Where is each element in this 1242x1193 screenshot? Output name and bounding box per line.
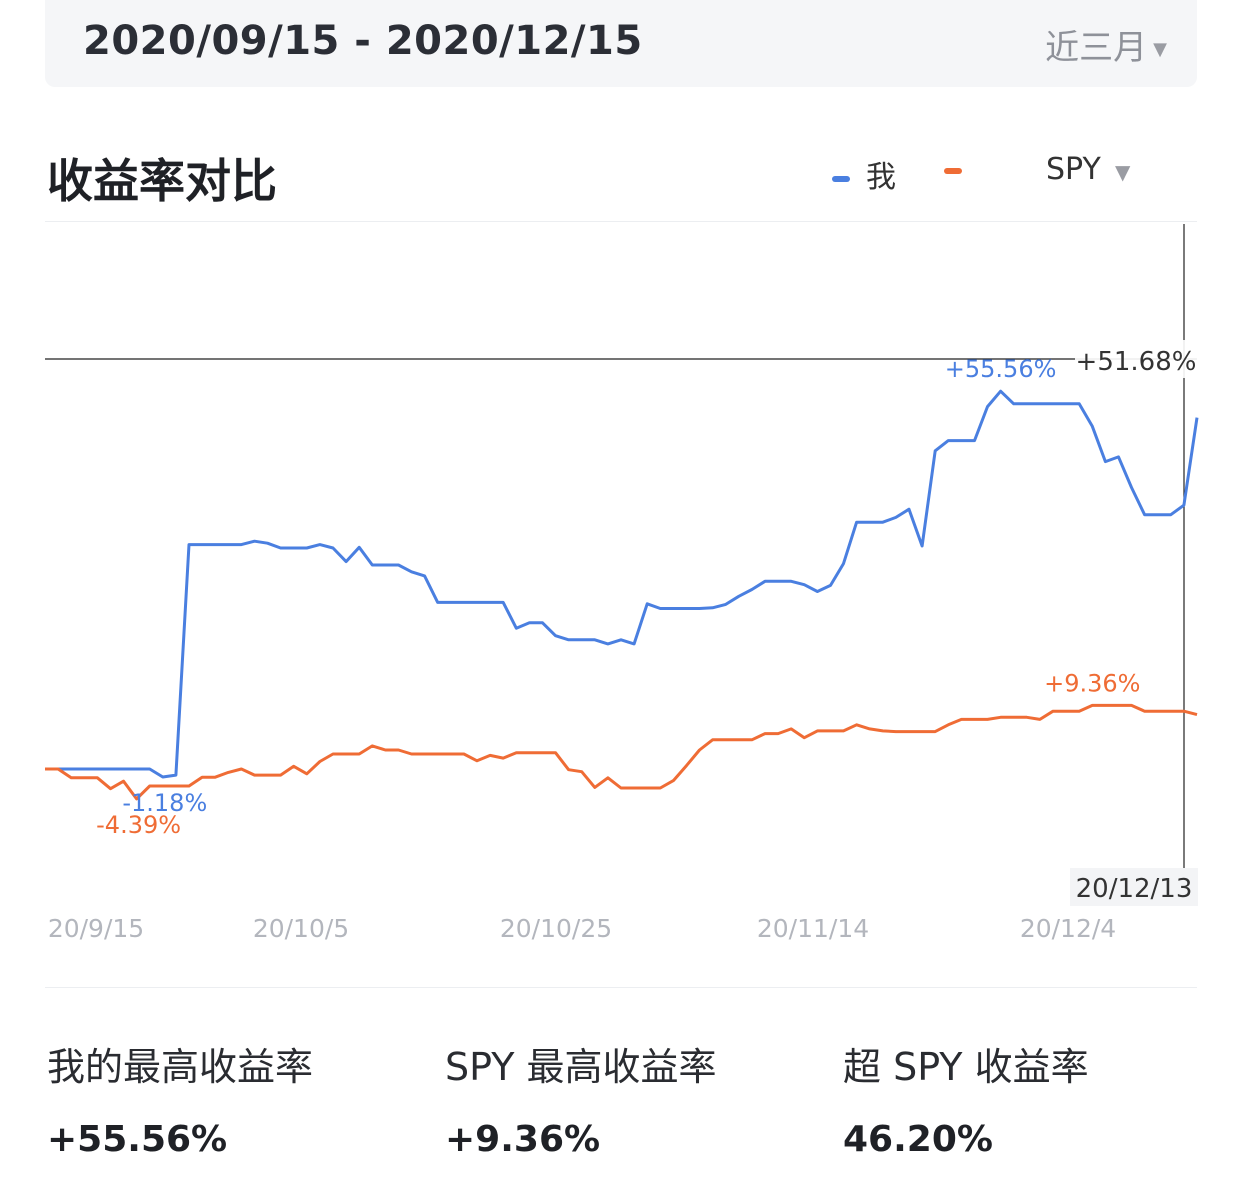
date-range-bar[interactable]: 2020/09/15 - 2020/12/15 近三月 ▼ bbox=[45, 0, 1197, 87]
annotation-label: +9.36% bbox=[1044, 669, 1140, 697]
date-range-text: 2020/09/15 - 2020/12/15 bbox=[83, 18, 643, 64]
annotation-label: -1.18% bbox=[122, 789, 207, 817]
legend-label-me: 我 bbox=[866, 160, 896, 195]
series-layer bbox=[45, 389, 1199, 801]
x-tick-label: 20/12/4 bbox=[1020, 914, 1116, 943]
stat-excess-return: 超 SPY 收益率 46.20% bbox=[843, 1036, 1089, 1160]
series-line-me bbox=[45, 389, 1199, 779]
stat-label: 超 SPY 收益率 bbox=[843, 1045, 1089, 1089]
stat-value: +9.36% bbox=[445, 1119, 601, 1160]
legend-item-spy[interactable]: SPY bbox=[944, 152, 1101, 187]
legend-item-me: 我 bbox=[832, 152, 896, 196]
x-tick-label: 20/9/15 bbox=[48, 914, 144, 943]
annotation-label: +55.56% bbox=[945, 355, 1057, 383]
benchmark-caret-down-icon[interactable]: ▼ bbox=[1115, 160, 1131, 184]
caret-down-icon: ▼ bbox=[1153, 39, 1167, 60]
x-tick-label: 20/10/5 bbox=[253, 914, 349, 943]
stat-label: SPY 最高收益率 bbox=[445, 1045, 717, 1089]
x-tick-label: 20/11/14 bbox=[757, 914, 869, 943]
crosshair-date-label: 20/12/13 bbox=[1076, 874, 1193, 904]
legend-label-spy: SPY bbox=[1046, 152, 1101, 187]
stat-value: +55.56% bbox=[47, 1119, 228, 1160]
stat-my-max-return: 我的最高收益率 +55.56% bbox=[47, 1036, 313, 1160]
period-dropdown[interactable]: 近三月 ▼ bbox=[1045, 20, 1167, 69]
stat-spy-max-return: SPY 最高收益率 +9.36% bbox=[445, 1036, 717, 1160]
crosshair-date-bg bbox=[1070, 868, 1198, 906]
x-tick-label: 20/10/25 bbox=[500, 914, 612, 943]
stats-divider bbox=[45, 987, 1197, 988]
period-label: 近三月 bbox=[1045, 28, 1148, 68]
crosshair-value-label: +51.68% bbox=[1076, 347, 1197, 377]
stat-label: 我的最高收益率 bbox=[47, 1045, 314, 1089]
x-axis-ticks: 20/9/15 20/10/5 20/10/25 20/11/14 20/12/4 bbox=[48, 914, 1116, 943]
chart-top-divider bbox=[45, 221, 1197, 222]
crosshair-value-bg bbox=[1075, 340, 1197, 378]
annotation-layer: +55.56% -1.18% +9.36% -4.39% bbox=[96, 355, 1140, 839]
series-line-spy bbox=[45, 703, 1198, 801]
legend-dash-spy bbox=[944, 167, 962, 174]
legend-dash-me bbox=[832, 175, 850, 182]
annotation-label: -4.39% bbox=[96, 811, 181, 839]
stat-value: 46.20% bbox=[843, 1119, 993, 1160]
section-title: 收益率对比 bbox=[47, 154, 277, 208]
returns-line-chart: +55.56% -1.18% +9.36% -4.39% 20/9/15 20/10/5… bbox=[45, 224, 1199, 943]
